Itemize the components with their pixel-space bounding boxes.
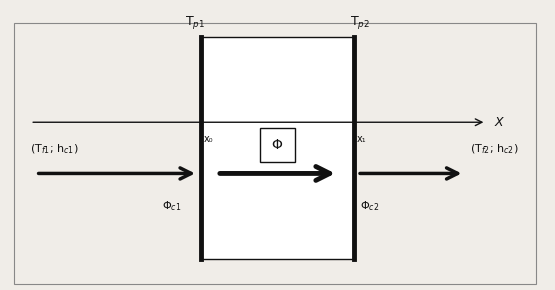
Text: T$_{p2}$: T$_{p2}$: [350, 14, 370, 31]
Text: T$_{p1}$: T$_{p1}$: [185, 14, 205, 31]
Text: $\Phi_{c1}$: $\Phi_{c1}$: [162, 199, 181, 213]
Bar: [200, 37, 355, 259]
Text: x₀: x₀: [203, 134, 213, 144]
Text: $\Phi$: $\Phi$: [271, 138, 284, 152]
Text: $\Phi_{c2}$: $\Phi_{c2}$: [360, 199, 379, 213]
Text: X: X: [495, 116, 503, 129]
Text: x₁: x₁: [357, 134, 367, 144]
Text: (T$_{f1}$; h$_{c1}$): (T$_{f1}$; h$_{c1}$): [31, 143, 79, 156]
Text: (T$_{f2}$; h$_{c2}$): (T$_{f2}$; h$_{c2}$): [470, 143, 518, 156]
Bar: [260, 128, 295, 162]
